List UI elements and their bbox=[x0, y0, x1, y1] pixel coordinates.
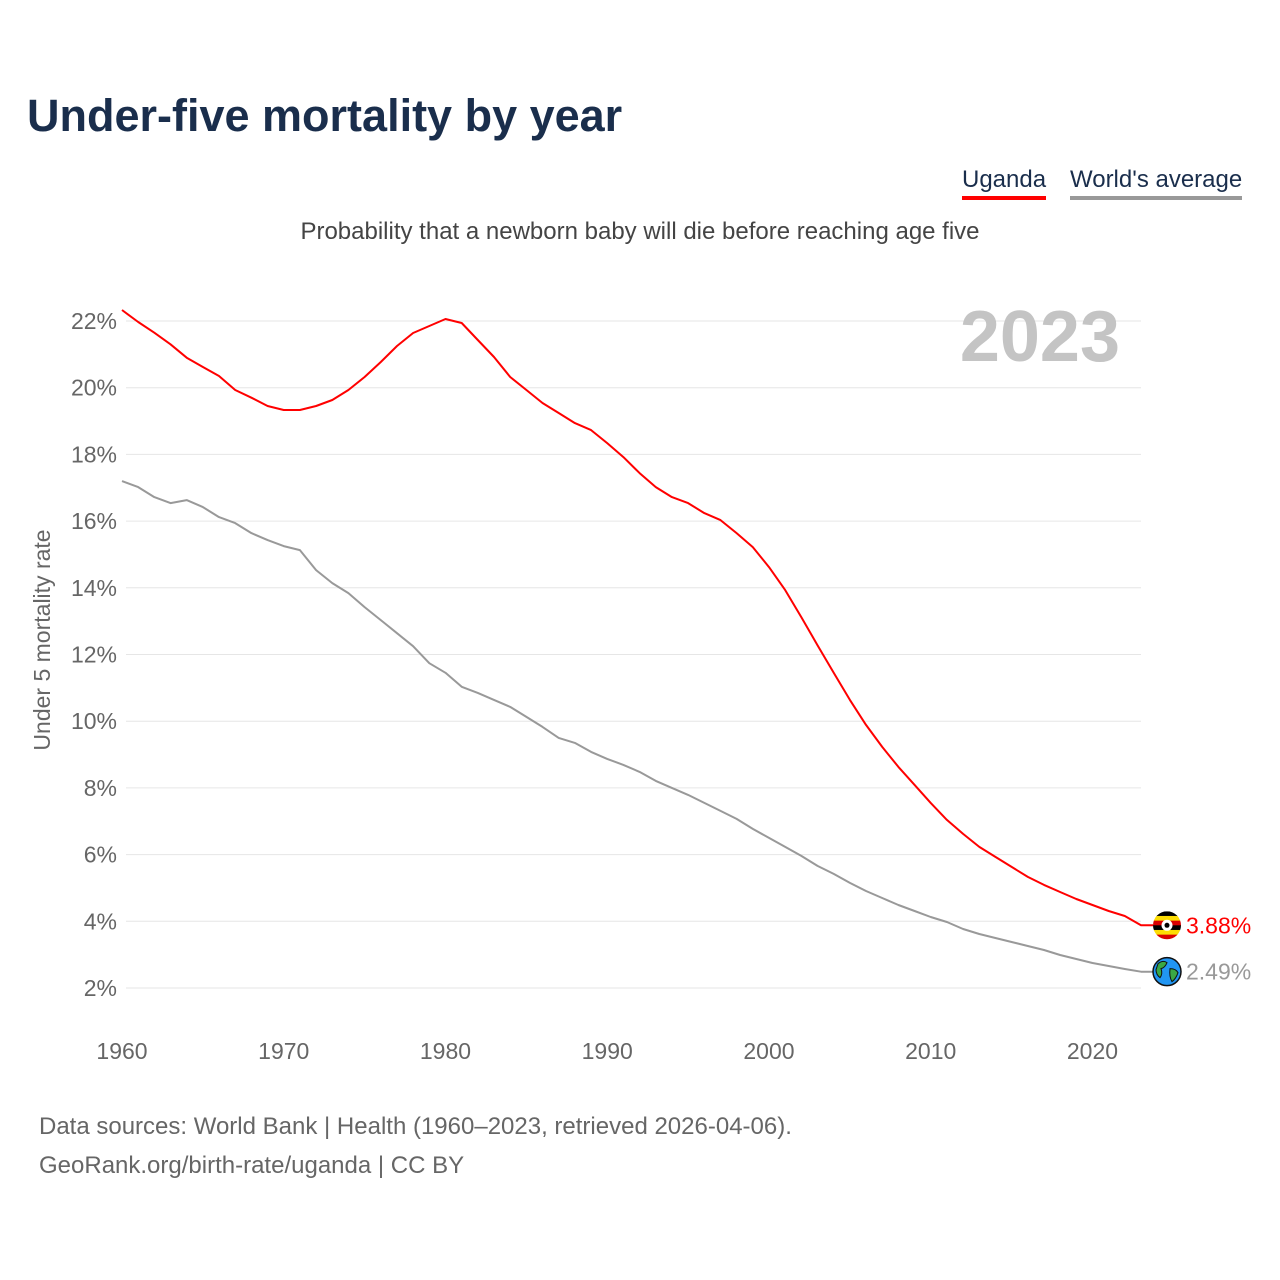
flag-stripe bbox=[1153, 911, 1181, 917]
x-tick-label: 1980 bbox=[420, 1038, 471, 1064]
uganda-flag-icon bbox=[1153, 911, 1181, 940]
y-tick-label: 20% bbox=[71, 375, 117, 401]
x-tick-label: 2010 bbox=[905, 1038, 956, 1064]
y-tick-label: 4% bbox=[84, 908, 117, 934]
y-tick-label: 10% bbox=[71, 708, 117, 734]
chart-subtitle: Probability that a newborn baby will die… bbox=[300, 218, 980, 245]
y-tick-label: 16% bbox=[71, 508, 117, 534]
y-tick-label: 18% bbox=[71, 441, 117, 467]
source-line: Data sources: World Bank | Health (1960–… bbox=[39, 1113, 792, 1140]
y-tick-label: 8% bbox=[84, 775, 117, 801]
world-end-label: 2.49% bbox=[1186, 959, 1251, 985]
x-tick-label: 1960 bbox=[96, 1038, 147, 1064]
series-line-world bbox=[121, 480, 1153, 973]
x-tick-label: 1970 bbox=[258, 1038, 309, 1064]
source-note: Data sources: World Bank | Health (1960–… bbox=[39, 1107, 792, 1185]
y-tick-label: 2% bbox=[84, 975, 117, 1001]
y-tick-label: 22% bbox=[71, 308, 117, 334]
legend-uganda[interactable]: Uganda bbox=[962, 166, 1047, 200]
globe-icon bbox=[1152, 956, 1182, 987]
y-tick-label: 6% bbox=[84, 842, 117, 868]
uganda-end-label: 3.88% bbox=[1186, 912, 1251, 938]
legend-world-average[interactable]: World's average bbox=[1070, 166, 1243, 200]
flag-stripe bbox=[1153, 915, 1181, 922]
flag-stripe bbox=[1153, 934, 1181, 940]
y-tick-label: 14% bbox=[71, 575, 117, 601]
flag-crane bbox=[1164, 922, 1170, 928]
source-link[interactable]: GeoRank.org/birth-rate/uganda | CC BY bbox=[39, 1152, 465, 1179]
x-tick-label: 2020 bbox=[1067, 1038, 1118, 1064]
y-tick-label: 12% bbox=[71, 642, 117, 668]
y-axis-label: Under 5 mortality rate bbox=[29, 529, 55, 750]
series-line-uganda bbox=[121, 309, 1153, 927]
flag-stripe bbox=[1153, 929, 1181, 936]
x-tick-label: 1990 bbox=[582, 1038, 633, 1064]
globe-land bbox=[1155, 960, 1179, 983]
x-tick-label: 2000 bbox=[743, 1038, 794, 1064]
chart-title: Under-five mortality by year bbox=[27, 90, 623, 141]
year-watermark: 2023 bbox=[960, 297, 1120, 377]
